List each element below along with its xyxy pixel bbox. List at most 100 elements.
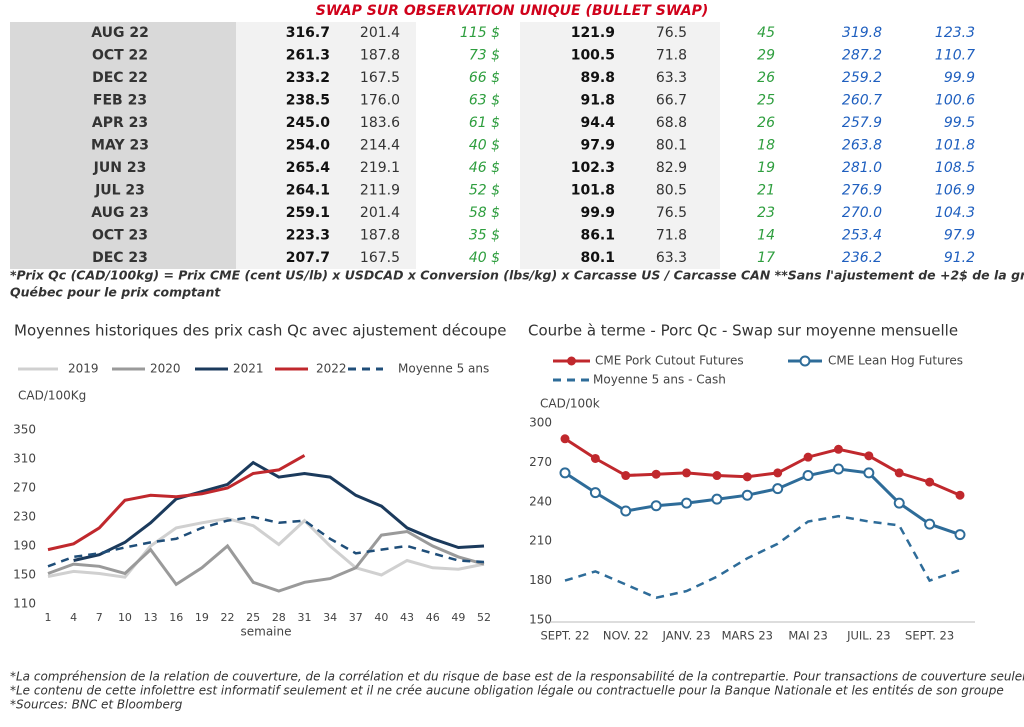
series-line [564, 514, 961, 600]
x-tick-label: 25 [246, 611, 260, 624]
x-axis-label: semaine [241, 625, 292, 639]
table-cell: DEC 22 [92, 70, 148, 86]
table-cell: 110.7 [935, 48, 975, 64]
x-tick-label: 28 [272, 611, 286, 624]
legend-label: CME Pork Cutout Futures [595, 354, 744, 368]
marker [894, 468, 904, 478]
x-tick-label: 40 [374, 611, 388, 624]
y-tick-label: 180 [529, 573, 552, 587]
table-cell: 63 $ [469, 93, 500, 109]
marker [711, 493, 723, 505]
table-cell: 102.3 [571, 160, 615, 176]
x-tick-label: SEPT. 22 [540, 629, 589, 643]
marker [682, 468, 692, 478]
table-note: *Prix Qc (CAD/100kg) = Prix CME (cent US… [10, 268, 1024, 283]
x-tick-label: 10 [118, 611, 132, 624]
y-tick-label: 110 [13, 597, 36, 611]
x-tick-label: MAI 23 [788, 629, 827, 643]
x-tick-label: JANV. 23 [662, 629, 711, 643]
table-cell: 80.5 [656, 183, 687, 199]
table-cell: 35 $ [469, 228, 500, 244]
table-cell: 29 [757, 48, 775, 64]
table-cell: 245.0 [286, 115, 331, 131]
table-cell: OCT 22 [92, 48, 148, 64]
y-tick-label: 230 [13, 510, 36, 524]
table-cell: 259.1 [286, 205, 330, 221]
table-cell: 101.8 [935, 138, 975, 154]
table-title: SWAP SUR OBSERVATION UNIQUE (BULLET SWAP… [316, 3, 709, 19]
table-cell: 316.7 [286, 25, 330, 41]
table-cell: 19 [757, 160, 775, 176]
marker [803, 452, 813, 462]
legend-label: 2019 [68, 362, 99, 376]
table-cell: 236.2 [842, 250, 882, 266]
table-cell: 71.8 [656, 48, 687, 64]
marker [650, 500, 662, 512]
y-axis-label: CAD/100Kg [18, 389, 86, 403]
marker [741, 489, 753, 501]
marker [833, 444, 843, 454]
table-cell: 94.4 [580, 115, 615, 131]
marker [954, 529, 966, 541]
series-line [47, 529, 485, 593]
marker [893, 497, 905, 509]
marker [560, 434, 570, 444]
table-cell: 121.9 [571, 25, 615, 41]
table-cell: 253.4 [842, 228, 882, 244]
legend-label: Moyenne 5 ans - Cash [593, 373, 726, 387]
table-cell: 89.8 [580, 70, 615, 86]
table-cell: 167.5 [360, 70, 400, 86]
table-cell: 100.5 [571, 48, 615, 64]
marker [955, 490, 965, 500]
y-tick-label: 190 [13, 539, 36, 553]
series-line [47, 516, 485, 579]
marker [559, 467, 571, 479]
col-bg [236, 22, 416, 269]
x-tick-label: 37 [349, 611, 363, 624]
x-tick-label: 1 [45, 611, 52, 624]
table-cell: 214.4 [360, 138, 400, 154]
legend-label: CME Lean Hog Futures [828, 354, 963, 368]
series-line [564, 437, 961, 497]
table-cell: JUN 23 [93, 160, 147, 176]
chart-title: Courbe à terme - Porc Qc - Swap sur moye… [528, 322, 958, 340]
table-cell: 276.9 [842, 183, 882, 199]
legend-label: 2021 [233, 362, 264, 376]
x-tick-label: 31 [297, 611, 311, 624]
table-cell: 201.4 [360, 25, 400, 41]
legend-label: Moyenne 5 ans [398, 362, 489, 376]
x-tick-label: 13 [144, 611, 158, 624]
table-cell: 100.6 [935, 93, 975, 109]
y-tick-label: 150 [529, 613, 552, 627]
series-line [73, 460, 485, 562]
marker [925, 477, 935, 487]
table-cell: 260.7 [842, 93, 882, 109]
table-cell: 26 [757, 115, 775, 131]
y-tick-label: 210 [529, 534, 552, 548]
y-tick-label: 310 [13, 452, 36, 466]
table-cell: 219.1 [360, 160, 400, 176]
table-cell: 201.4 [360, 205, 400, 221]
x-tick-label: MARS 23 [722, 629, 773, 643]
table-cell: 233.2 [286, 70, 330, 86]
x-tick-label: NOV. 22 [603, 629, 649, 643]
y-tick-label: 240 [529, 494, 552, 508]
table-cell: 86.1 [580, 228, 615, 244]
x-tick-label: 49 [451, 611, 465, 624]
table-cell: 71.8 [656, 228, 687, 244]
table-cell: 66.7 [656, 93, 687, 109]
marker [742, 472, 752, 482]
marker [924, 518, 936, 530]
col-bg [10, 22, 236, 269]
marker [712, 471, 722, 481]
table-cell: 99.9 [580, 205, 615, 221]
y-tick-label: 270 [529, 455, 552, 469]
x-tick-label: 22 [221, 611, 235, 624]
marker [590, 453, 600, 463]
y-tick-label: 350 [13, 423, 36, 437]
y-axis-label: CAD/100k [540, 397, 600, 411]
table-cell: 14 [757, 228, 775, 244]
table-cell: 58 $ [469, 205, 500, 221]
marker [802, 470, 814, 482]
table-cell: 264.1 [286, 183, 330, 199]
